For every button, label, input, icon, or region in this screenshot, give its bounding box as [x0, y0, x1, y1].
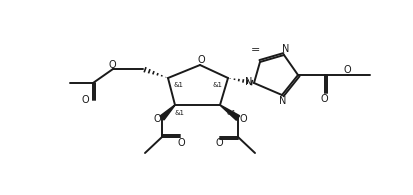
Text: &1: &1 [212, 82, 223, 88]
Text: O: O [81, 95, 89, 105]
Text: O: O [108, 60, 116, 70]
Text: &1: &1 [173, 82, 183, 88]
Polygon shape [219, 105, 239, 120]
Text: N: N [279, 96, 286, 106]
Text: O: O [319, 94, 327, 104]
Text: N: N [245, 77, 252, 87]
Text: =: = [251, 45, 260, 55]
Text: O: O [239, 114, 246, 124]
Text: O: O [197, 55, 204, 65]
Text: O: O [153, 114, 160, 124]
Polygon shape [160, 105, 175, 120]
Text: &1: &1 [226, 110, 236, 116]
Text: O: O [215, 138, 222, 148]
Text: N: N [282, 44, 289, 54]
Text: O: O [342, 65, 350, 75]
Text: &1: &1 [175, 110, 185, 116]
Text: O: O [177, 138, 184, 148]
